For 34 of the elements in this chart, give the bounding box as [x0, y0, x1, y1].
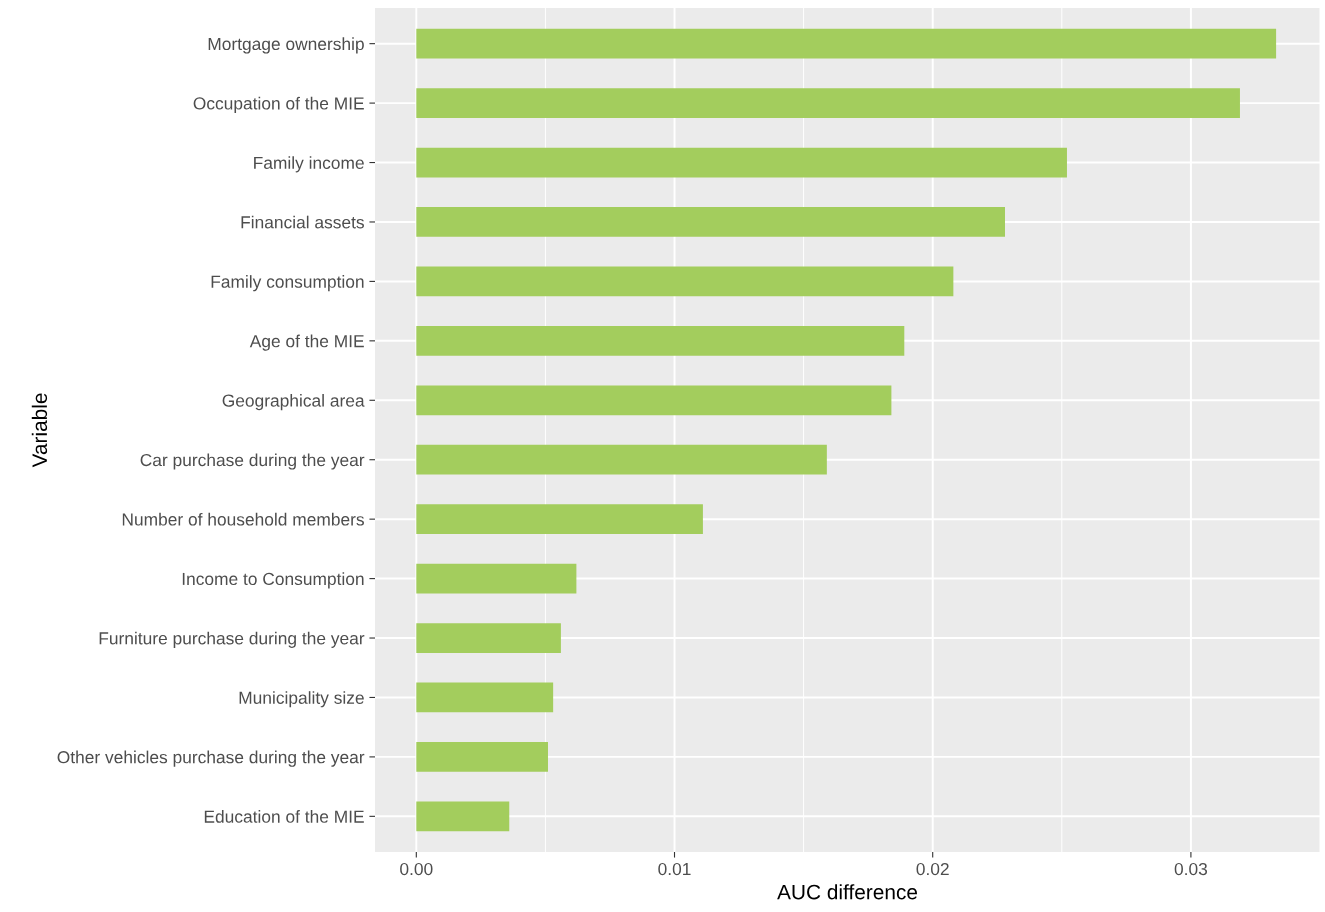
y-tick-label: Income to Consumption — [182, 572, 364, 589]
bar — [416, 742, 548, 772]
x-tick-label: 0.02 — [916, 862, 949, 876]
x-tick-label: 0.01 — [658, 862, 691, 876]
y-tick-label: Municipality size — [239, 691, 364, 708]
bar — [416, 682, 554, 713]
y-tick-label: Occupation of the MIE — [193, 96, 364, 113]
x-tick-label: 0.03 — [1174, 862, 1208, 876]
bar — [416, 207, 1005, 237]
y-axis-title: Variable — [31, 393, 48, 468]
y-tick-label: Car purchase during the year — [140, 453, 365, 470]
y-tick-label: Education of the MIE — [204, 810, 364, 823]
bar — [416, 801, 510, 832]
x-tick-label: 0.00 — [400, 862, 433, 876]
bar — [416, 385, 892, 416]
bar — [416, 623, 561, 653]
y-tick-label: Family income — [254, 156, 364, 173]
y-tick-label: Mortgage ownership — [208, 37, 364, 54]
y-tick-label: Other vehicles purchase during the year — [57, 750, 365, 767]
bar — [416, 325, 905, 356]
y-tick-label: Geographical area — [222, 393, 365, 411]
bar — [416, 504, 703, 535]
y-tick-label: Family consumption — [211, 275, 364, 292]
bar — [416, 88, 1240, 118]
bar — [416, 266, 954, 297]
y-tick-label: Age of the MIE — [249, 334, 364, 351]
bar — [416, 147, 1067, 178]
bar — [416, 444, 827, 475]
y-tick-label: Financial assets — [241, 215, 364, 229]
x-axis-title: AUC difference — [777, 884, 918, 900]
bar — [416, 28, 1277, 59]
bar — [416, 563, 577, 594]
y-tick-label: Furniture purchase during the year — [99, 631, 365, 648]
y-tick-label: Number of household members — [122, 512, 364, 526]
